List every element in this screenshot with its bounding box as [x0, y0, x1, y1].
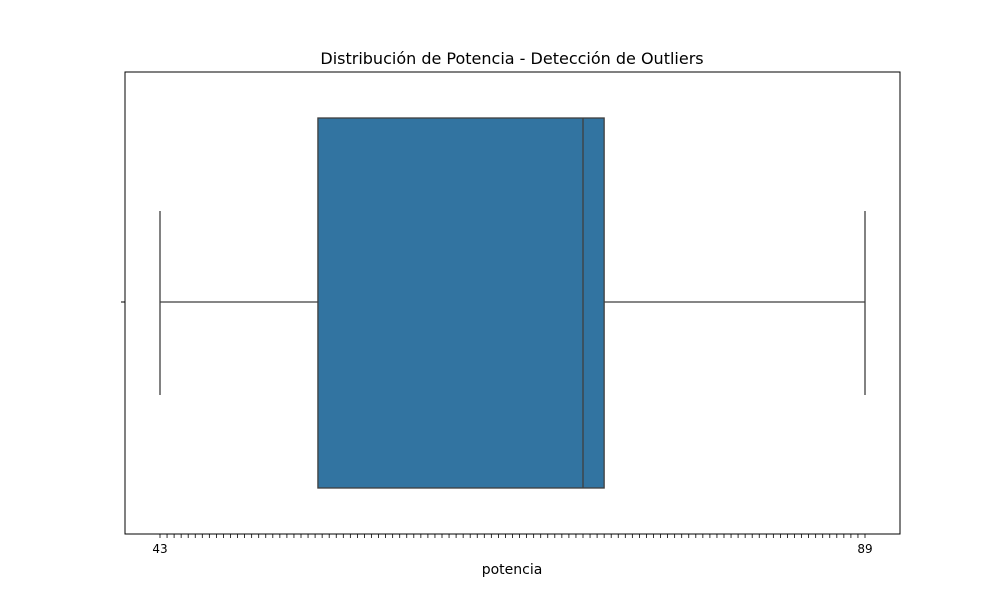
boxplot	[159, 117, 866, 489]
x-tick-label: 43	[152, 542, 167, 556]
iqr-box	[317, 117, 605, 489]
chart-title: Distribución de Potencia - Detección de …	[320, 49, 703, 68]
x-axis-label: potencia	[482, 562, 543, 578]
x-axis-ticks: 43 89	[152, 534, 873, 556]
x-tick-label: 89	[857, 542, 872, 556]
